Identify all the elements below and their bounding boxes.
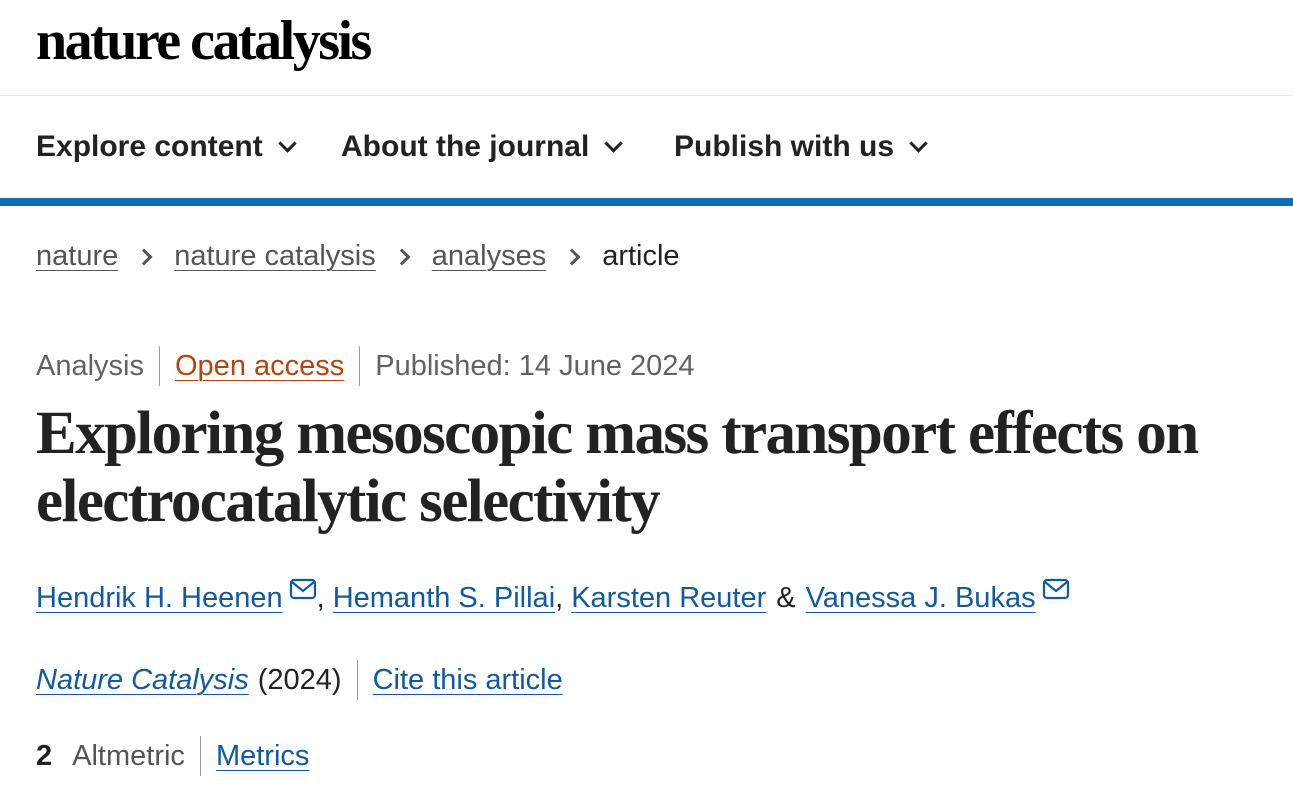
breadcrumb-analyses[interactable]: analyses (431, 240, 547, 272)
nav-publish-with-us-label: Publish with us (674, 130, 895, 163)
author-separator: , (555, 582, 564, 614)
author-link[interactable]: Karsten Reuter (571, 582, 767, 614)
breadcrumb: nature nature catalysis analyses article (36, 240, 680, 273)
metrics-row: 2 Altmetric Metrics (36, 736, 309, 776)
author-link[interactable]: Hendrik H. Heenen (36, 582, 283, 614)
site-header: nature catalysis (0, 0, 1293, 96)
chevron-right-icon (135, 248, 153, 265)
cite-this-article-link[interactable]: Cite this article (372, 663, 563, 696)
journal-logo[interactable]: nature catalysis (36, 10, 372, 72)
article-title: Exploring mesoscopic mass transport effe… (36, 400, 1199, 535)
nav-publish-with-us[interactable]: Publish with us (674, 96, 928, 198)
breadcrumb-nature-catalysis[interactable]: nature catalysis (174, 240, 376, 272)
journal-link[interactable]: Nature Catalysis (36, 663, 249, 696)
chevron-down-icon (604, 133, 624, 153)
main-nav: Explore content About the journal Publis… (0, 96, 1293, 206)
author-link[interactable]: Hemanth S. Pillai (332, 582, 556, 614)
nav-explore-content[interactable]: Explore content (36, 96, 297, 198)
nav-about-journal[interactable]: About the journal (341, 96, 624, 198)
divider (159, 346, 160, 386)
divider (359, 346, 361, 386)
article-meta: Analysis Open access Published: 14 June … (36, 346, 695, 386)
chevron-down-icon (909, 133, 928, 153)
chevron-right-icon (563, 248, 581, 265)
article-type: Analysis (36, 349, 144, 382)
published-date: Published: 14 June 2024 (375, 349, 695, 382)
publication-year: (2024) (257, 663, 342, 696)
altmetric-label: Altmetric (72, 739, 185, 772)
divider (356, 660, 358, 700)
mail-icon[interactable] (289, 576, 317, 609)
breadcrumb-nature[interactable]: nature (36, 240, 119, 272)
nav-about-journal-label: About the journal (341, 130, 590, 163)
author-list: Hendrik H. Heenen , Hemanth S. Pillai , … (36, 576, 1070, 615)
open-access-link[interactable]: Open access (175, 349, 345, 382)
author-separator: , (316, 582, 325, 614)
metrics-link[interactable]: Metrics (215, 739, 310, 772)
chevron-down-icon (278, 133, 297, 153)
nav-explore-content-label: Explore content (36, 130, 263, 163)
journal-info: Nature Catalysis (2024) Cite this articl… (36, 660, 563, 700)
author-separator: & (776, 582, 796, 614)
divider (199, 736, 201, 776)
altmetric-count: 2 (36, 739, 53, 772)
mail-icon[interactable] (1042, 576, 1070, 609)
author-link[interactable]: Vanessa J. Bukas (805, 582, 1036, 614)
chevron-right-icon (393, 248, 411, 265)
breadcrumb-current: article (602, 240, 680, 272)
